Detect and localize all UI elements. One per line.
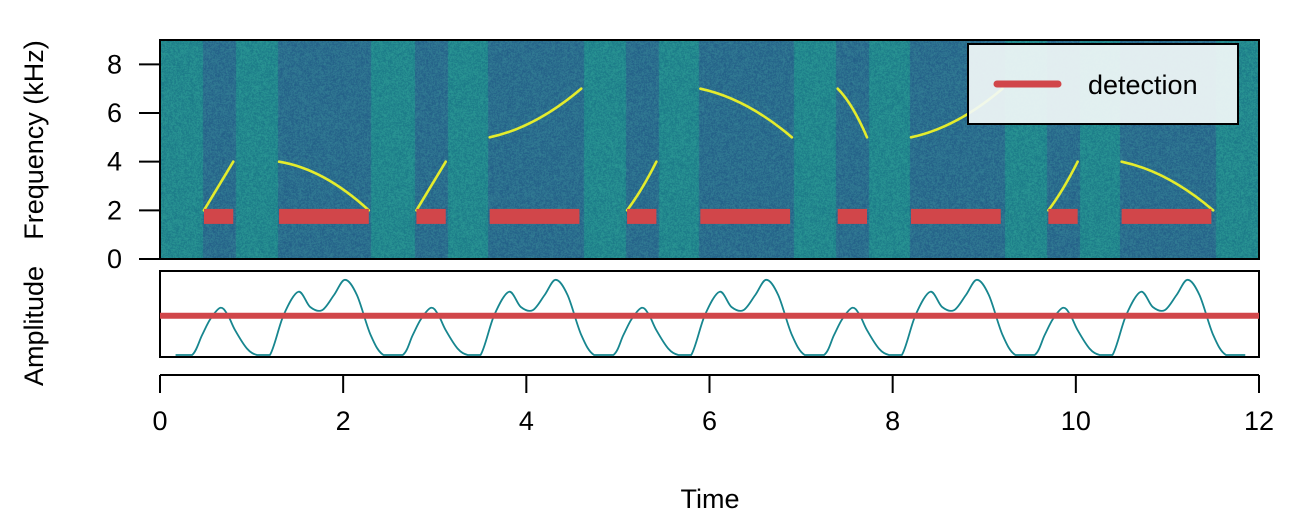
x-tick-label: 10: [1061, 406, 1091, 436]
call-2: [279, 162, 369, 211]
y-tick-label: 2: [107, 195, 122, 225]
x-tick-label: 2: [336, 406, 351, 436]
x-tick-label: 0: [152, 406, 167, 436]
detection-4: [490, 209, 580, 224]
x-axis: 0 2 4 6 8 10 12: [152, 375, 1274, 436]
call-3: [416, 162, 445, 211]
y-axis-label-frequency: Frequency (kHz): [19, 40, 49, 240]
detection-8: [911, 209, 1001, 224]
call-9: [1048, 162, 1077, 211]
call-10: [1122, 162, 1214, 211]
y-tick-label: 6: [107, 98, 122, 128]
detection-7: [838, 209, 867, 224]
detection-9: [1048, 209, 1077, 224]
detection-5: [627, 209, 656, 224]
x-tick-label: 4: [519, 406, 534, 436]
legend: detection: [968, 44, 1238, 124]
y-tick-label: 0: [107, 244, 122, 274]
chart-svg: 0 2 4 6 8 detection 0 2 4 6 8 10 12 Time Frequency…: [0, 0, 1300, 520]
detections-layer: [204, 209, 1211, 224]
detection-1: [204, 209, 233, 224]
call-1: [204, 162, 233, 211]
y-tick-label: 8: [107, 49, 122, 79]
x-tick-label: 12: [1244, 406, 1274, 436]
y-axis-frequency: 0 2 4 6 8: [107, 49, 160, 274]
detection-2: [279, 209, 369, 224]
y-axis-label-amplitude: Amplitude: [19, 266, 49, 386]
x-tick-label: 6: [702, 406, 717, 436]
call-6: [700, 89, 792, 138]
x-axis-label: Time: [681, 484, 740, 514]
x-tick-label: 8: [885, 406, 900, 436]
detection-6: [700, 209, 790, 224]
detection-3: [416, 209, 445, 224]
chart: 0 2 4 6 8 detection 0 2 4 6 8 10 12 Time Frequency…: [0, 0, 1300, 520]
detection-10: [1122, 209, 1212, 224]
call-5: [627, 162, 656, 211]
legend-label: detection: [1088, 70, 1198, 100]
y-tick-label: 4: [107, 147, 122, 177]
call-7: [838, 89, 867, 138]
call-4: [490, 89, 582, 138]
